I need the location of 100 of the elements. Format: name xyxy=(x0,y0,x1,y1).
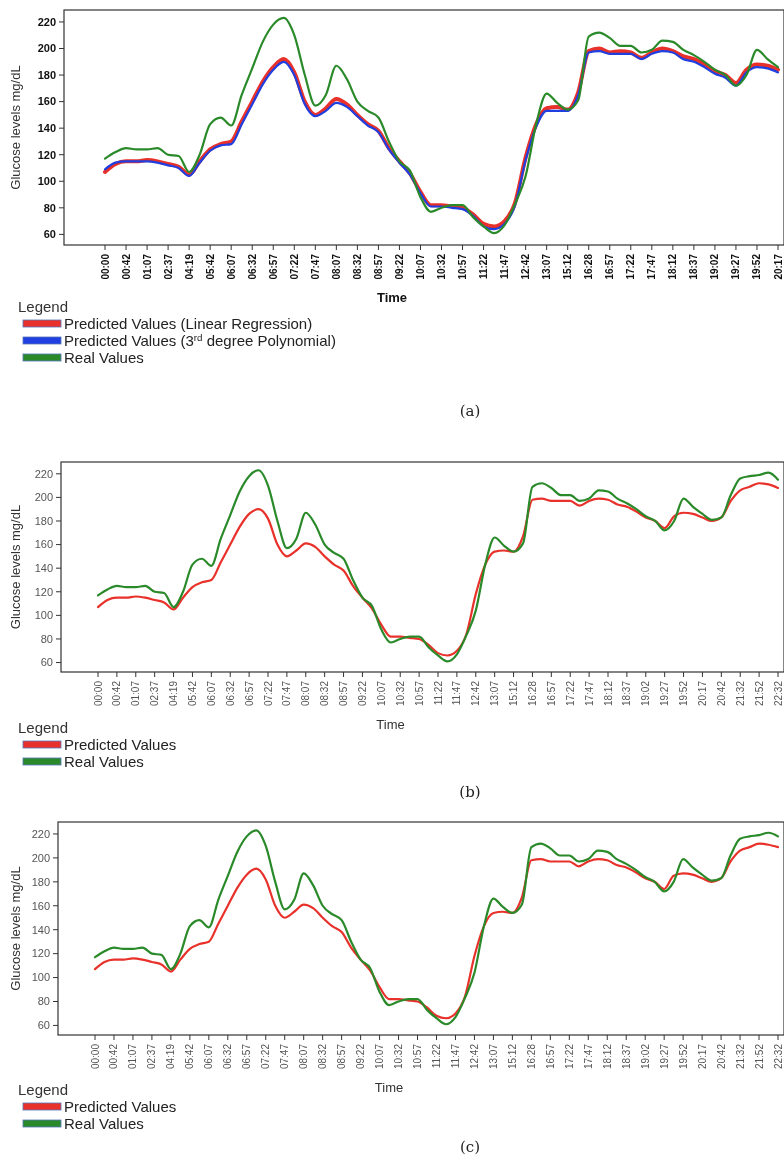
x-tick-label: 21:32 xyxy=(734,680,746,707)
x-tick-label: 10:07 xyxy=(375,680,387,707)
y-tick-label: 100 xyxy=(31,971,50,984)
y-axis-title: Glucose levels mg/dL xyxy=(8,866,23,991)
x-tick-label: 17:22 xyxy=(564,680,576,707)
y-tick-label: 140 xyxy=(34,562,53,575)
x-tick-label: 16:57 xyxy=(544,1043,556,1070)
x-tick-label: 00:42 xyxy=(111,680,123,707)
y-tick-label: 160 xyxy=(34,538,53,551)
x-tick-label: 06:57 xyxy=(243,680,255,707)
x-tick-label: 19:52 xyxy=(677,1043,689,1070)
x-tick-label: 06:07 xyxy=(205,680,217,707)
x-tick-label: 10:07 xyxy=(374,1043,386,1070)
x-tick-label: 16:28 xyxy=(526,680,538,707)
y-tick-label: 120 xyxy=(31,947,50,960)
x-tick-label: 10:32 xyxy=(436,253,447,280)
legend-label: Real Values xyxy=(64,349,144,366)
x-tick-label: 06:57 xyxy=(241,1043,253,1070)
y-tick-label: 160 xyxy=(31,899,50,912)
x-tick-label: 18:12 xyxy=(601,1043,613,1070)
x-tick-label: 15:12 xyxy=(506,1043,518,1070)
x-tick-label: 15:12 xyxy=(508,680,520,707)
x-tick-label: 11:47 xyxy=(499,253,511,280)
x-tick-label: 20:17 xyxy=(772,253,784,280)
y-tick-label: 180 xyxy=(37,68,56,81)
y-tick-label: 60 xyxy=(37,1019,50,1032)
x-tick-label: 21:32 xyxy=(734,1043,746,1070)
x-tick-label: 20:42 xyxy=(715,1043,727,1070)
legend-label: Predicted Values (3$^{rd}$ degree Polynomial) xyxy=(64,331,336,349)
y-tick-label: 60 xyxy=(40,656,53,669)
x-tick-label: 06:07 xyxy=(225,253,237,280)
x-tick-label: 17:47 xyxy=(583,680,595,707)
x-axis-title: Time xyxy=(376,717,405,732)
x-tick-label: 19:27 xyxy=(658,1043,670,1070)
x-tick-label: 10:07 xyxy=(414,253,426,280)
x-tick-label: 17:47 xyxy=(582,1043,594,1070)
y-tick-label: 120 xyxy=(37,148,56,161)
x-tick-label: 18:37 xyxy=(621,680,633,707)
line-series xyxy=(103,16,780,235)
y-tick-label: 140 xyxy=(37,122,56,135)
x-tick-label: 02:37 xyxy=(162,253,174,280)
x-tick-label: 15:12 xyxy=(562,253,574,280)
x-tick-label: 12:42 xyxy=(520,253,532,280)
x-tick-label: 21:52 xyxy=(753,1043,765,1070)
y-tick-label: 220 xyxy=(34,467,53,480)
x-tick-label: 10:57 xyxy=(412,1043,424,1070)
y-tick-label: 180 xyxy=(34,514,53,527)
x-tick-label: 19:02 xyxy=(709,253,721,280)
x-tick-label: 09:22 xyxy=(356,680,368,707)
x-tick-label: 00:00 xyxy=(92,680,104,707)
x-tick-label: 09:22 xyxy=(393,253,405,280)
x-tick-label: 00:00 xyxy=(89,1043,101,1070)
x-tick-label: 08:07 xyxy=(330,253,342,280)
x-tick-label: 17:22 xyxy=(563,1043,575,1070)
y-tick-label: 120 xyxy=(34,585,53,598)
y-tick-label: 200 xyxy=(31,851,50,864)
x-tick-label: 10:32 xyxy=(394,680,406,707)
x-tick-label: 19:02 xyxy=(639,1043,651,1070)
y-tick-label: 200 xyxy=(37,42,56,55)
x-tick-label: 06:32 xyxy=(222,1043,234,1070)
x-tick-label: 19:27 xyxy=(730,253,742,280)
legend-title: Legend xyxy=(18,1081,69,1098)
x-tick-label: 08:57 xyxy=(372,253,384,280)
x-axis-title: Time xyxy=(374,1080,404,1095)
y-tick-label: 60 xyxy=(43,228,56,241)
x-tick-label: 08:07 xyxy=(298,1043,310,1070)
x-tick-label: 06:32 xyxy=(224,680,236,707)
x-tick-label: 18:12 xyxy=(602,680,614,707)
x-tick-label: 20:17 xyxy=(696,680,708,707)
x-tick-label: 18:12 xyxy=(667,253,679,280)
text: (a) xyxy=(459,402,481,420)
x-tick-label: 08:07 xyxy=(300,680,312,707)
y-tick-label: 220 xyxy=(37,15,56,28)
x-tick-label: 07:47 xyxy=(281,680,293,707)
x-tick-label: 06:57 xyxy=(267,253,279,280)
legend-label: Predicted Values (Linear Regression) xyxy=(64,315,313,332)
x-tick-label: 11:22 xyxy=(478,253,490,280)
x-tick-label: 17:47 xyxy=(646,253,658,280)
legend-label: Predicted Values xyxy=(64,736,177,753)
y-tick-label: 80 xyxy=(43,201,56,214)
x-tick-label: 13:07 xyxy=(489,680,501,707)
x-tick-label: 08:32 xyxy=(317,1043,329,1070)
x-tick-label: 19:02 xyxy=(640,680,652,707)
x-tick-label: 18:37 xyxy=(620,1043,632,1070)
x-tick-label: 22:32 xyxy=(772,1043,784,1070)
x-tick-label: 00:42 xyxy=(120,253,132,280)
text: (c) xyxy=(459,1138,481,1156)
x-tick-label: 16:57 xyxy=(545,680,557,707)
x-tick-label: 12:42 xyxy=(468,1043,480,1070)
x-tick-label: 11:47 xyxy=(449,1043,461,1069)
legend-label: Predicted Values xyxy=(64,1098,177,1115)
x-tick-label: 13:07 xyxy=(541,253,553,280)
y-tick-label: 180 xyxy=(31,875,50,888)
x-tick-label: 10:57 xyxy=(413,680,425,707)
x-axis-title: Time xyxy=(376,290,408,305)
x-tick-label: 10:32 xyxy=(393,1043,405,1070)
y-axis-title: Glucose levels mg/dL xyxy=(8,504,23,630)
x-tick-label: 10:57 xyxy=(457,253,469,280)
x-tick-label: 08:32 xyxy=(319,680,331,707)
x-tick-label: 04:19 xyxy=(183,253,195,280)
